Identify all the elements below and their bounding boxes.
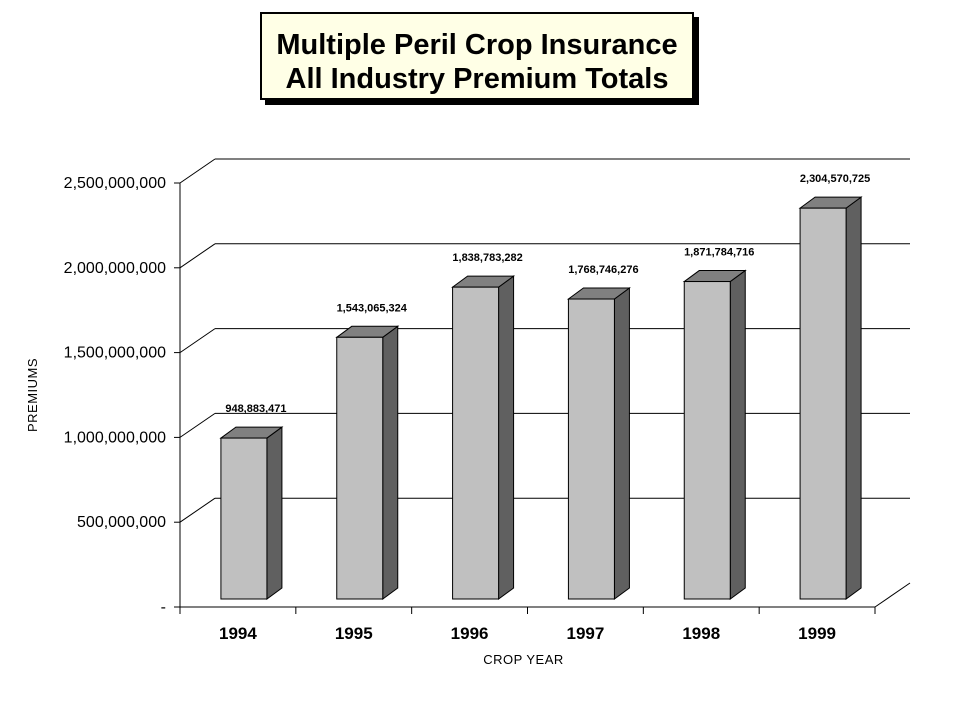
- chart-title-box: Multiple Peril Crop Insurance All Indust…: [260, 12, 694, 100]
- x-axis-title: CROP YEAR: [483, 652, 564, 667]
- gridline-diagonal-4: [179, 243, 216, 269]
- x-tick-label-1995: 1995: [335, 624, 373, 643]
- bar-side-1999: [845, 196, 862, 600]
- chart-title: Multiple Peril Crop Insurance: [276, 29, 678, 61]
- gridline-diagonal-1: [179, 497, 216, 523]
- x-tick-label-1999: 1999: [798, 624, 836, 643]
- data-label-1995: 1,543,065,324: [337, 302, 408, 314]
- data-label-1997: 1,768,746,276: [568, 264, 638, 276]
- bar-1996: [452, 286, 500, 600]
- chart-subtitle: All Industry Premium Totals: [285, 63, 669, 95]
- y-axis-title: PREMIUMS: [25, 358, 40, 432]
- gridline-diagonal-2: [179, 412, 216, 438]
- y-tick-label-0: -: [161, 599, 166, 616]
- bar-side-1994: [266, 426, 283, 600]
- bar-1997: [567, 298, 615, 600]
- bar-side-1998: [729, 269, 746, 600]
- gridline-diagonal-3: [179, 328, 216, 354]
- gridline-diagonal-5: [179, 158, 216, 184]
- data-label-1998: 1,871,784,716: [684, 247, 754, 259]
- bar-side-1996: [498, 275, 515, 600]
- bar-1999: [799, 207, 847, 600]
- data-label-1994: 948,883,471: [225, 403, 286, 415]
- x-tick-label-1996: 1996: [451, 624, 489, 643]
- bar-side-1995: [382, 325, 399, 600]
- y-tick-label-3: 1,500,000,000: [64, 345, 166, 362]
- bar-side-1997: [613, 287, 630, 600]
- x-tick-label-1997: 1997: [567, 624, 605, 643]
- y-tick-label-2: 1,000,000,000: [64, 429, 166, 446]
- bar-1994: [220, 437, 268, 600]
- y-tick-label-4: 2,000,000,000: [64, 260, 166, 277]
- y-tick-label-5: 2,500,000,000: [64, 175, 166, 192]
- x-tick-label-1994: 1994: [219, 624, 257, 643]
- bar-1995: [336, 336, 384, 600]
- data-label-1999: 2,304,570,725: [800, 173, 870, 185]
- y-tick-label-1: 500,000,000: [77, 514, 166, 531]
- bar-1998: [683, 281, 731, 600]
- x-tick-label-1998: 1998: [682, 624, 720, 643]
- floor-edge: [874, 582, 911, 608]
- data-label-1996: 1,838,783,282: [452, 252, 522, 264]
